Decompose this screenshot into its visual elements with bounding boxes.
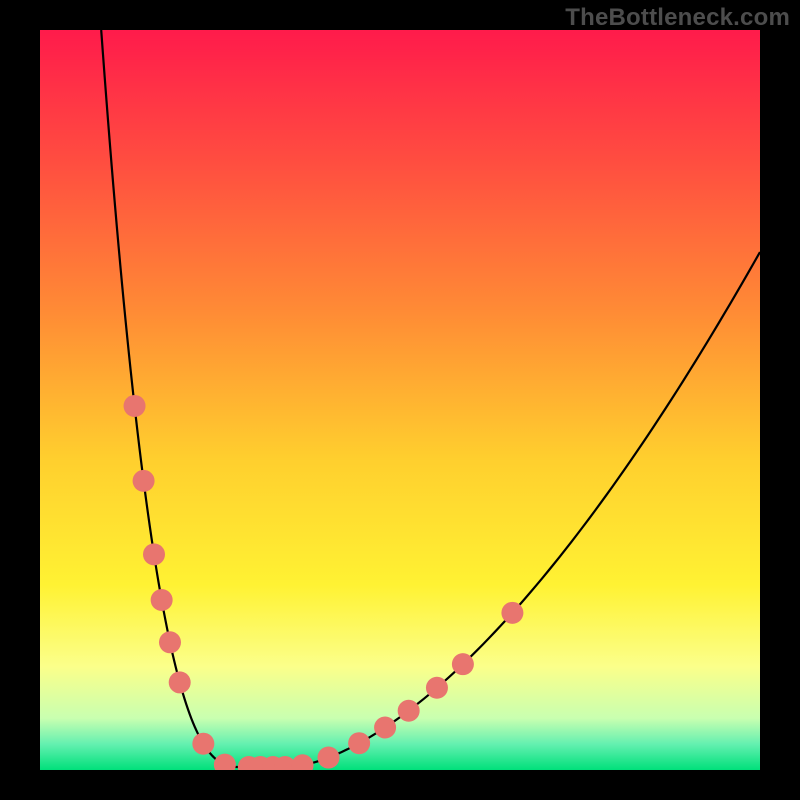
data-marker: [169, 671, 191, 693]
data-marker: [151, 589, 173, 611]
data-marker: [192, 733, 214, 755]
data-marker: [124, 395, 146, 417]
data-marker: [452, 653, 474, 675]
data-marker: [133, 470, 155, 492]
chart-svg: [0, 0, 800, 800]
plot-area: [40, 30, 760, 770]
data-marker: [317, 747, 339, 769]
chart-frame: TheBottleneck.com: [0, 0, 800, 800]
data-marker: [348, 732, 370, 754]
watermark-text: TheBottleneck.com: [565, 4, 790, 32]
data-marker: [501, 602, 523, 624]
data-marker: [143, 543, 165, 565]
data-marker: [159, 631, 181, 653]
data-marker: [398, 700, 420, 722]
data-marker: [426, 677, 448, 699]
data-marker: [374, 717, 396, 739]
